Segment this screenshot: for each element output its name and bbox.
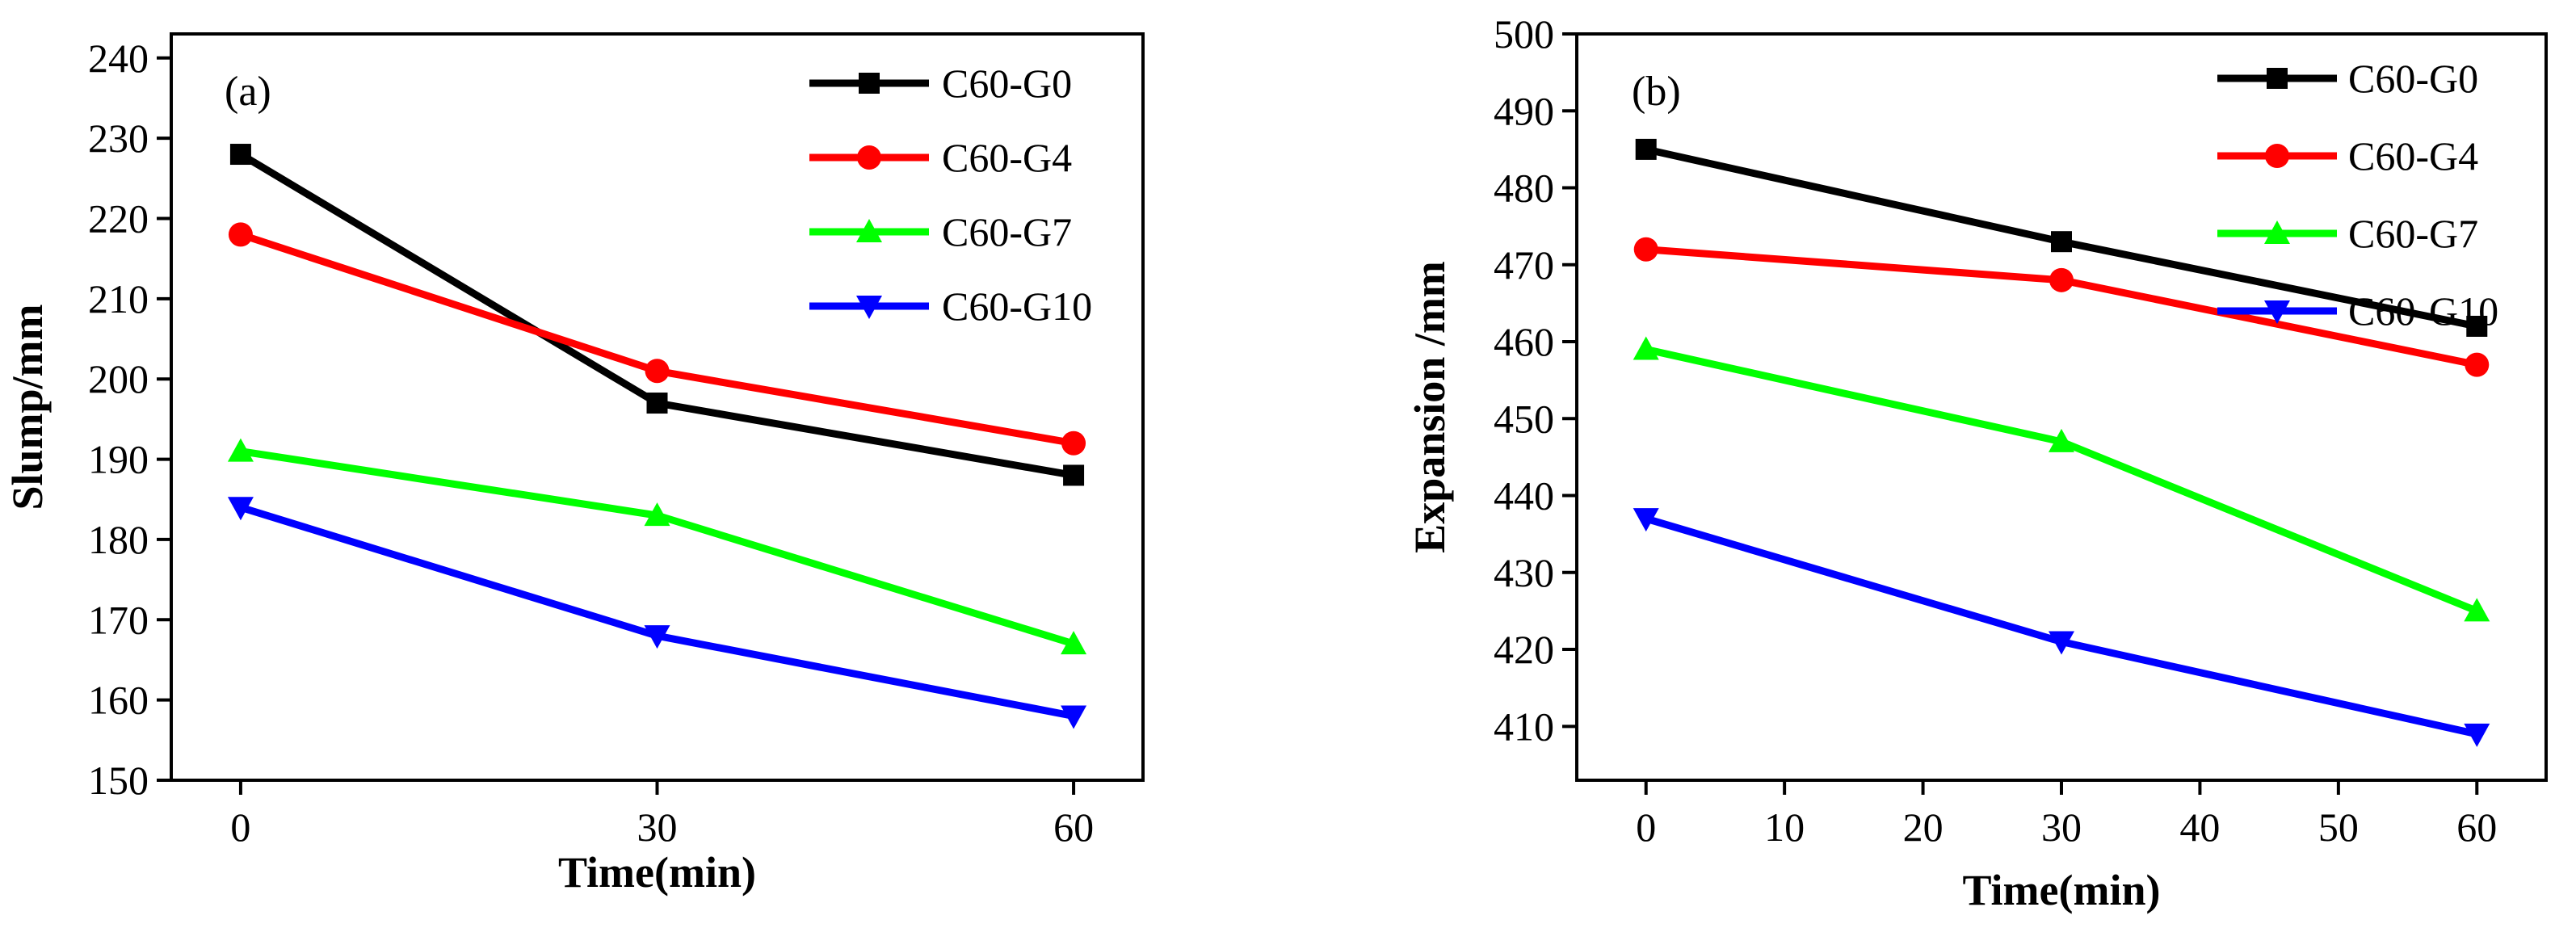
- legend-label: C60-G10: [2348, 288, 2498, 334]
- legend-entry: C60-G10: [2217, 288, 2498, 334]
- y-tick-label: 210: [88, 276, 149, 321]
- data-point: [2049, 428, 2074, 452]
- x-tick-label: 30: [2041, 804, 2082, 850]
- data-point: [1633, 237, 1658, 262]
- data-point: [1061, 705, 1087, 729]
- y-axis-title: Expansion /mm: [1406, 261, 1454, 553]
- legend-entry: C60-G0: [2217, 56, 2478, 101]
- y-tick-label: 410: [1494, 704, 1554, 749]
- data-point: [227, 438, 254, 462]
- y-tick-label: 180: [88, 517, 149, 562]
- data-point: [646, 393, 668, 414]
- y-tick-label: 420: [1494, 627, 1554, 672]
- legend-marker: [856, 296, 882, 319]
- data-point: [227, 497, 254, 521]
- y-tick-label: 230: [88, 116, 149, 161]
- x-tick-label: 50: [2318, 804, 2359, 850]
- x-tick-label: 0: [230, 804, 250, 850]
- x-tick-label: 10: [1764, 804, 1805, 850]
- x-tick-label: 20: [1903, 804, 1944, 850]
- x-tick-label: 30: [637, 804, 678, 850]
- y-tick-label: 470: [1494, 242, 1554, 288]
- series-c60-g7: [1633, 336, 2490, 622]
- legend-entry: C60-G4: [2217, 133, 2478, 178]
- legend-label: C60-G0: [2348, 56, 2478, 101]
- data-point: [2466, 315, 2488, 337]
- series-c60-g10: [227, 497, 1087, 729]
- chart-panel-a: 150 160 170 180 190 200 210 220 230 240 0 30 60 Time(…: [3, 32, 1145, 897]
- series-line: [239, 503, 1074, 720]
- data-point: [1635, 138, 1657, 160]
- legend-marker: [2265, 144, 2289, 168]
- y-tick-label: 430: [1494, 550, 1554, 595]
- series-line: [1645, 514, 2478, 738]
- data-point: [1063, 464, 1085, 486]
- data-point: [1633, 336, 1659, 360]
- legend-marker: [859, 73, 880, 94]
- legend-label: C60-G4: [2348, 133, 2478, 178]
- data-point: [644, 502, 670, 527]
- data-point: [644, 625, 670, 649]
- x-tick-label: 40: [2179, 804, 2220, 850]
- data-point: [645, 359, 670, 384]
- series-c60-g0: [1635, 138, 2488, 337]
- y-tick-label: 460: [1494, 319, 1554, 364]
- data-point: [229, 144, 251, 166]
- panel-label: (b): [1632, 69, 1681, 115]
- x-tick-label: 60: [2456, 804, 2497, 850]
- y-tick-label: 450: [1494, 396, 1554, 441]
- data-point: [228, 222, 253, 247]
- y-tick-label: 170: [88, 597, 149, 642]
- legend-label: C60-G7: [942, 209, 1072, 254]
- y-tick-label: 490: [1494, 88, 1554, 133]
- x-tick-label: 0: [1636, 804, 1656, 850]
- data-point: [2464, 723, 2490, 747]
- y-tick-label: 240: [88, 36, 149, 81]
- y-tick-label: 190: [88, 437, 149, 482]
- legend-label: C60-G4: [942, 135, 1072, 180]
- legend-label: C60-G10: [942, 284, 1092, 329]
- y-tick-label: 160: [88, 678, 149, 723]
- data-point: [2464, 598, 2490, 622]
- series-c60-g4: [228, 222, 1086, 456]
- legend-entry: C60-G10: [809, 284, 1092, 329]
- y-tick-label: 480: [1494, 166, 1554, 211]
- y-tick-label: 500: [1494, 11, 1554, 57]
- legend-marker: [856, 219, 882, 242]
- legend-entry: C60-G0: [809, 61, 1072, 106]
- data-point: [2049, 631, 2074, 655]
- x-tick-label: 60: [1053, 804, 1094, 850]
- legend-label: C60-G7: [2348, 211, 2478, 256]
- legend-entry: C60-G4: [809, 135, 1072, 180]
- legend-marker: [2267, 68, 2288, 89]
- x-axis-title: Time(min): [558, 848, 756, 897]
- chart-panel-b: 410 420 430 440 450 460 470 480 490 500 0 10 20 30 40 5…: [1406, 11, 2548, 914]
- series-c60-g7: [227, 438, 1087, 655]
- legend-marker: [2264, 220, 2290, 244]
- y-tick-label: 150: [88, 758, 149, 803]
- data-point: [2465, 352, 2490, 377]
- legend-label: C60-G0: [942, 61, 1072, 106]
- series-c60-g0: [229, 144, 1085, 486]
- data-point: [1633, 508, 1659, 532]
- data-point: [1061, 631, 1087, 655]
- legend-entry: C60-G7: [809, 209, 1072, 254]
- y-axis-title: Slump/mm: [3, 304, 52, 510]
- legend-entry: C60-G7: [2217, 211, 2478, 256]
- legend-marker: [2264, 300, 2290, 324]
- data-point: [1061, 430, 1086, 456]
- panel-label: (a): [225, 69, 271, 115]
- y-tick-label: 220: [88, 196, 149, 242]
- data-point: [2049, 267, 2074, 292]
- y-tick-label: 200: [88, 356, 149, 401]
- x-axis-title: Time(min): [1963, 866, 2161, 914]
- series-c60-g10: [1633, 508, 2490, 747]
- y-tick-label: 440: [1494, 473, 1554, 519]
- series-c60-g4: [1633, 237, 2490, 377]
- series-line: [1645, 346, 2478, 615]
- data-point: [2051, 231, 2072, 253]
- legend-marker: [857, 145, 881, 170]
